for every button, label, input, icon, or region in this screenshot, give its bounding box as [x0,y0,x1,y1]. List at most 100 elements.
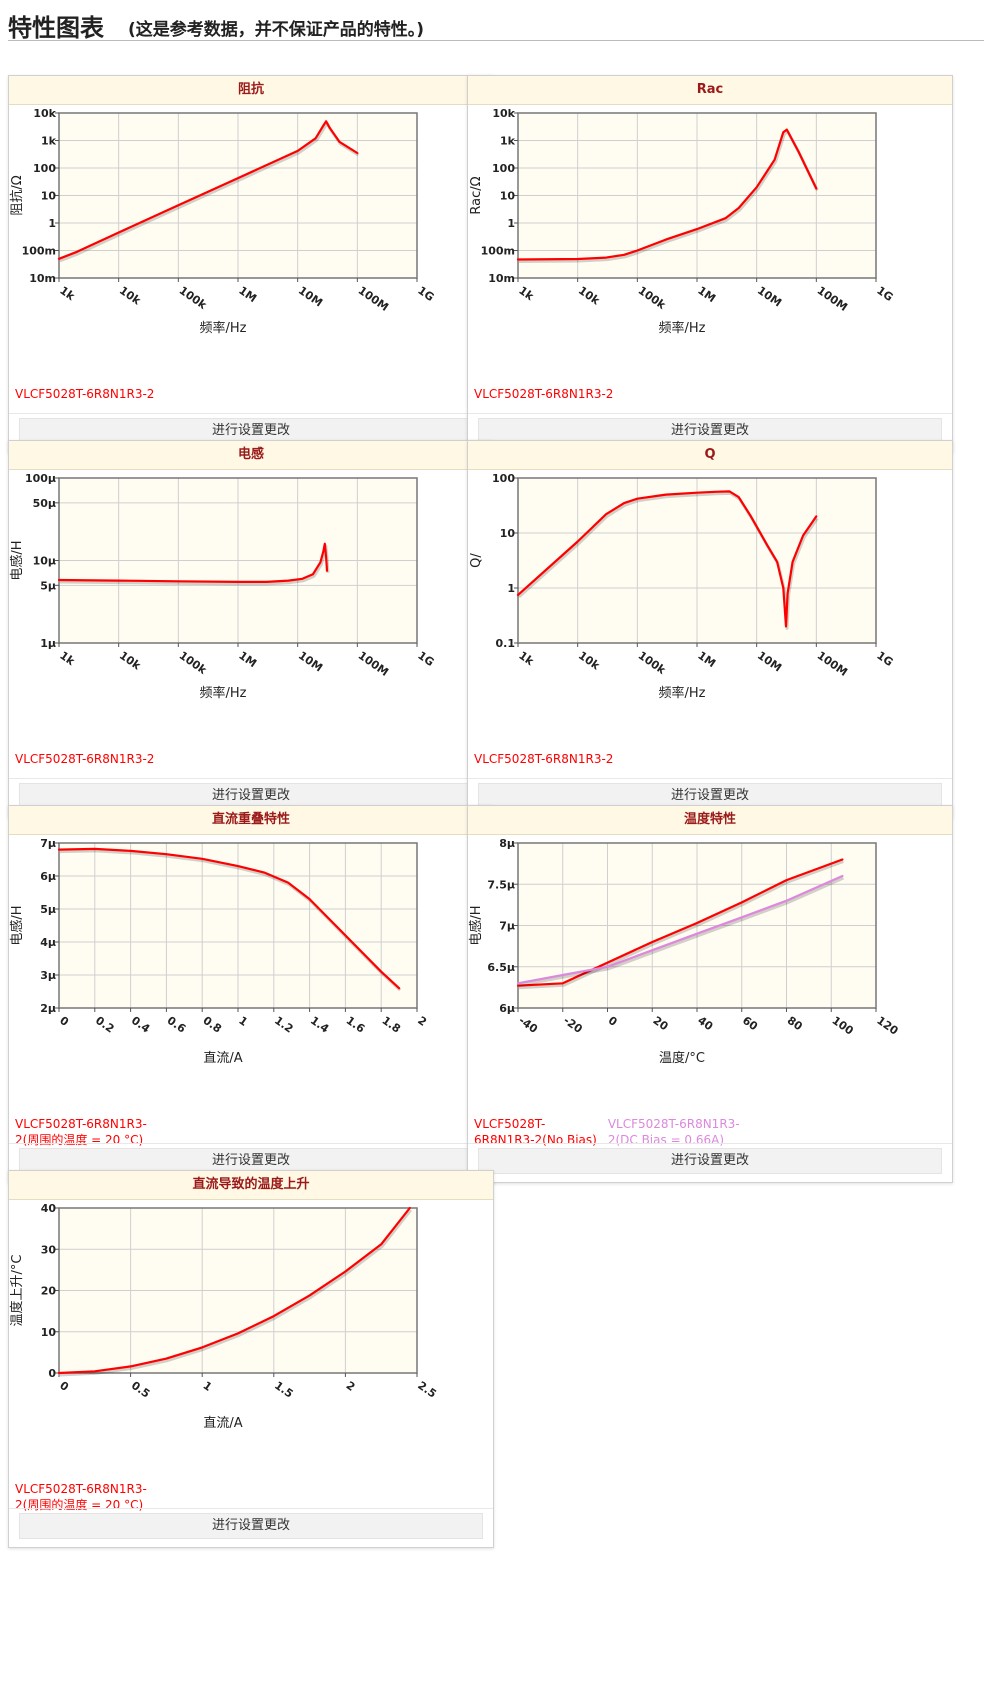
x-tick-label: 2 [344,1379,358,1394]
y-tick-label: 0 [48,1367,56,1380]
x-tick-label: 1.6 [344,1014,368,1036]
y-tick-label: 2μ [40,1002,56,1015]
y-tick-label: 10 [500,190,516,203]
divider [9,413,493,414]
x-tick-label: -40 [516,1014,540,1036]
y-tick-label: 6.5μ [487,961,515,974]
y-axis-title: Rac/Ω [469,176,484,214]
x-tick-label: -20 [561,1014,585,1036]
x-tick-label: 1k [57,649,77,669]
chart-legend: VLCF5028T-6R8N1R3-2 [15,386,154,402]
chart-panel-dc-bias: 直流重叠特性 2μ 3μ 4μ 5μ 6μ 7μ 0 0.2 0.4 0.6 0.8 1 1.2 1.4 1… [8,805,494,1183]
x-tick-label: 1 [236,1014,250,1029]
chart-title: 阻抗 [9,76,493,105]
chart-panel-temperature: 温度特性 6μ 6.5μ 7μ 7.5μ 8μ -40 -20 0 20 40 60 80 100 120… [467,805,953,1183]
divider [9,1143,493,1144]
x-tick-label: 10M [296,649,325,675]
y-tick-label: 10μ [33,555,56,568]
chart-title: 温度特性 [468,806,952,835]
y-tick-label: 100 [492,162,515,175]
x-tick-label: 10k [576,284,603,308]
legend-entry: VLCF5028T-6R8N1R3-2 [474,752,614,766]
change-settings-button[interactable]: 进行设置更改 [19,783,483,809]
x-tick-label: 1M [695,284,718,305]
divider [9,1508,493,1509]
q-chart: 0.1 1 10 100 1k 10k 100k 1M 10M 100M 1G 频率/Hz Q/ [469,472,895,701]
temp-rise-chart: 0 10 20 30 40 0 0.5 1 1.5 2 2.5 直流/A 温度上升/°C [9,1202,439,1431]
x-tick-label: 1G [415,284,436,304]
x-tick-label: 100k [177,649,210,677]
chart-title: 电感 [9,441,493,470]
divider [468,413,952,414]
y-tick-label: 100m [22,245,56,258]
y-tick-label: 100 [33,162,56,175]
x-tick-label: 1.5 [272,1379,295,1401]
y-axis-title: 电感/H [468,905,484,945]
y-tick-label: 10m [488,272,515,285]
chart-title: Q [468,441,952,470]
x-tick-label: 100M [356,284,391,314]
chart-panel-inductance: 电感 1μ 5μ 10μ 50μ 100μ 1k 10k 100k 1M 10M 100M 1G 频率/… [8,440,494,818]
inductance-chart: 1μ 5μ 10μ 50μ 100μ 1k 10k 100k 1M 10M 100M 1G 频率/Hz 电… [9,472,436,701]
y-tick-label: 100 [492,472,515,485]
x-tick-label: 10k [117,284,144,308]
chart-panel-rac: Rac 10m 100m 1 10 100 1k 10k 1k 10k 100k 1M 10M 100M… [467,75,953,453]
y-tick-label: 7μ [40,837,56,850]
page-title: 特性图表 [8,14,104,42]
impedance-chart: 10m 100m 1 10 100 1k 10k 1k 10k 100k 1M 10M 100M 1G 频率… [10,107,436,336]
y-tick-label: 10m [29,272,56,285]
series-line-1 [57,542,329,584]
chart-legend: VLCF5028T-6R8N1R3-2 [474,386,613,402]
y-tick-label: 10k [33,107,56,120]
x-tick-label: 0.6 [165,1014,189,1036]
rac-chart: 10m 100m 1 10 100 1k 10k 1k 10k 100k 1M 10M 100M 1G 频率… [469,107,895,336]
series-line-1 [516,128,818,261]
legend-entry: VLCF5028T-6R8N1R3-2 [15,387,155,401]
y-tick-label: 1μ [40,637,56,650]
chart-panel-q: Q 0.1 1 10 100 1k 10k 100k 1M 10M 100M 1G 频率/Hz Q/ V… [467,440,953,818]
dc-bias-chart: 2μ 3μ 4μ 5μ 6μ 7μ 0 0.2 0.4 0.6 0.8 1 1.2 1.4 1.6 1.8 2 直… [9,837,429,1066]
x-tick-label: 100 [830,1014,857,1038]
page-header: 特性图表 (这是参考数据，并不保证产品的特性。) [8,6,984,42]
y-tick-label: 3μ [40,969,56,982]
x-tick-label: 0 [57,1014,71,1029]
x-tick-label: 80 [785,1014,805,1034]
series-shadow [59,1209,412,1377]
y-axis-title: 阻抗/Ω [10,175,25,215]
x-tick-label: 0.5 [129,1379,152,1401]
y-tick-label: 1 [507,582,515,595]
y-tick-label: 20 [41,1285,57,1298]
y-tick-label: 1 [507,217,515,230]
change-settings-button[interactable]: 进行设置更改 [478,418,942,444]
y-axis-title: 温度上升/°C [9,1255,25,1327]
x-axis-title: 温度/°C [659,1050,705,1066]
x-tick-label: 100M [356,649,391,679]
change-settings-button[interactable]: 进行设置更改 [478,783,942,809]
series-line-1 [57,1206,411,1375]
x-axis-title: 频率/Hz [659,320,706,336]
series-shadow [518,860,844,990]
change-settings-button[interactable]: 进行设置更改 [478,1148,942,1174]
x-tick-label: 100k [177,284,210,312]
series-line-1 [57,120,359,260]
y-tick-label: 5μ [40,903,56,916]
y-tick-label: 7.5μ [487,878,515,891]
series-line-1 [516,490,818,628]
x-tick-label: 100k [636,649,669,677]
y-tick-label: 5μ [40,579,56,592]
x-tick-label: 10k [117,649,144,673]
x-axis-title: 频率/Hz [200,320,247,336]
y-tick-label: 100μ [25,472,56,485]
temperature-chart: 6μ 6.5μ 7μ 7.5μ 8μ -40 -20 0 20 40 60 80 100 120 温度/°C… [468,837,901,1066]
x-axis-title: 直流/A [203,1416,242,1431]
change-settings-button[interactable]: 进行设置更改 [19,1513,483,1539]
chart-title: 直流重叠特性 [9,806,493,835]
chart-legend: VLCF5028T-6R8N1R3-2 [474,751,613,767]
x-tick-label: 1G [874,649,895,669]
x-tick-label: 1k [516,284,536,304]
chart-panel-impedance: 阻抗 10m 100m 1 10 100 1k 10k 1k 10k 100k 1M 10M 100M 1… [8,75,494,453]
chart-title: 直流导致的温度上升 [9,1171,493,1200]
y-axis-title: 电感/H [9,905,25,945]
x-tick-label: 1.2 [272,1014,295,1036]
x-tick-label: 1.4 [308,1014,332,1036]
